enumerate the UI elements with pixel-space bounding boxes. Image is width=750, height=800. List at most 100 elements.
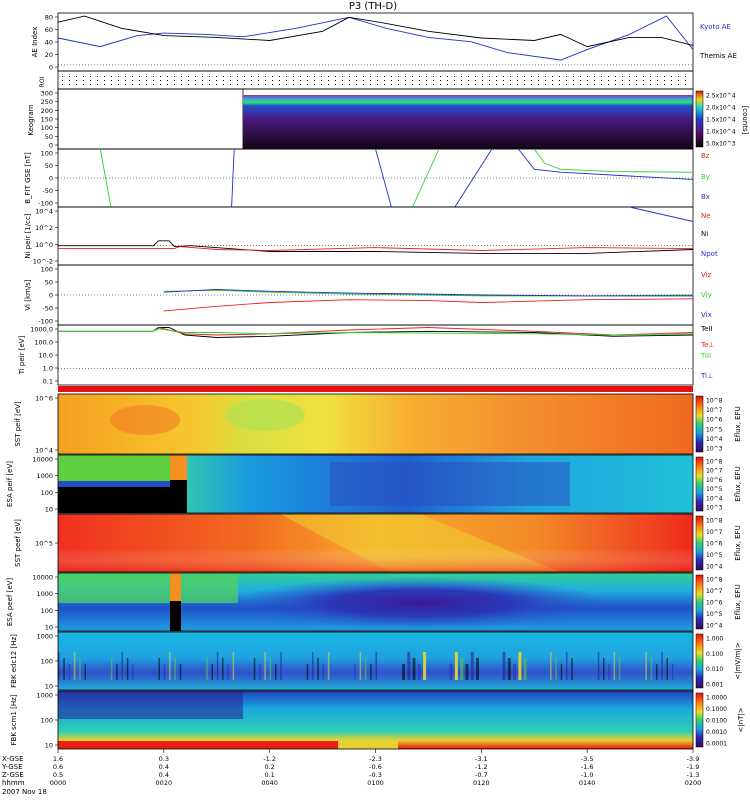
fbk-edc-colorbar-ticks: 1.000 0.100 0.010 0.001 — [706, 636, 723, 689]
fbk-edc-stripe — [227, 664, 229, 680]
esa-peef-colorbar — [695, 574, 704, 630]
vi-lines — [58, 288, 694, 312]
time-label: 0100 — [367, 779, 384, 787]
bfit-series-by-3 — [412, 148, 440, 208]
roi-dot — [209, 84, 210, 85]
roi-dot — [671, 84, 672, 85]
roi-dot — [573, 84, 574, 85]
fbk-edc-stripe — [158, 658, 160, 680]
roi-dot — [223, 80, 224, 81]
roi-dot — [447, 80, 448, 81]
bfit-tick-label: -50 — [42, 187, 53, 195]
roi-dot — [384, 80, 385, 81]
roi-dot — [566, 84, 567, 85]
roi-dot — [517, 76, 518, 77]
fbk-scm-colorbar-tick: 0.0010 — [706, 729, 727, 736]
sst-peif-colorbar-ticks: 10^8 10^7 10^6 10^5 10^4 10^3 — [706, 398, 723, 453]
roi-dot — [608, 80, 609, 81]
roi-dot — [622, 80, 623, 81]
roi-dot — [503, 80, 504, 81]
roi-dot — [328, 76, 329, 77]
roi-dot — [440, 84, 441, 85]
esa-peif-colorbar-ticks: 10^8 10^7 10^6 10^5 10^4 10^3 — [706, 459, 723, 512]
roi-dot — [300, 80, 301, 81]
roi-dot — [412, 80, 413, 81]
roi-dot — [685, 76, 686, 77]
roi-dot — [216, 76, 217, 77]
roi-dot — [454, 84, 455, 85]
fbk-edc-stripe — [79, 658, 81, 680]
fbk-edc-stripe — [169, 652, 171, 680]
roi-dot — [489, 80, 490, 81]
fbk-edc-stripe — [163, 664, 166, 680]
fbk-scm-colorbar-tick: 0.1000 — [706, 706, 727, 713]
roi-dot — [132, 76, 133, 77]
sst-peef-colorbar — [695, 515, 704, 571]
ni-yticks: 10^4 10^2 10^0 10^-2 — [33, 208, 58, 266]
fbk-edc-stripes — [58, 652, 674, 680]
roi-dot — [356, 80, 357, 81]
sst-peif-colorbar — [695, 395, 704, 453]
panel-ti: Ti peir [eV] 1000.0100.010.01.00.1 TeII … — [18, 324, 715, 386]
fbk-edc-stripe — [454, 652, 458, 680]
roi-dot — [636, 80, 637, 81]
roi-dot — [461, 84, 462, 85]
roi-dot — [118, 84, 119, 85]
keogram-tick-label: 250 — [41, 98, 53, 106]
sst-peif-colorbar-label: Eflux, EFU — [734, 406, 742, 441]
roi-dot — [356, 84, 357, 85]
roi-dot — [475, 80, 476, 81]
roi-dot — [517, 80, 518, 81]
ni-legend-ne: Ne — [701, 212, 711, 220]
esa-peef-colorbar-tick: 10^5 — [706, 611, 723, 618]
roi-dot — [286, 80, 287, 81]
roi-dot — [188, 80, 189, 81]
ti-series-te-1 — [158, 327, 694, 336]
ti-tick-label: 0.1 — [43, 378, 53, 386]
fbk-edc-tick-label: 10 — [45, 683, 53, 691]
bfit-legend-bz: Bz — [701, 152, 710, 160]
roi-dot — [636, 76, 637, 77]
esa-peif-tick-label: 10000 — [32, 456, 53, 464]
roi-ylabel: ROI — [39, 76, 46, 87]
time-label: 0000 — [50, 779, 67, 787]
roi-dot — [405, 76, 406, 77]
roi-dot — [538, 84, 539, 85]
roi-dot — [433, 84, 434, 85]
sst-peef-colorbar-tick: 10^5 — [706, 552, 723, 559]
bfit-series-bx-4 — [454, 148, 493, 208]
sst-peif-colorbar-tick: 10^3 — [706, 446, 723, 453]
fbk-edc-stripe — [354, 664, 356, 680]
roi-dot — [139, 76, 140, 77]
esa-peif-tick-label: 1000 — [36, 472, 53, 480]
fbk-scm-colorbar-label: <|nT|> — [737, 707, 745, 732]
roi-dot — [265, 76, 266, 77]
ae-series-kyotoae-0 — [57, 15, 694, 61]
roi-dot — [83, 84, 84, 85]
fbk-edc-stripe — [507, 658, 511, 680]
roi-dot — [678, 84, 679, 85]
esa-peif-tick-label: 100 — [41, 489, 53, 497]
roi-dot — [349, 76, 350, 77]
roi-dot — [587, 76, 588, 77]
vi-frame — [57, 264, 694, 326]
keogram-tick-label: 0 — [49, 142, 53, 150]
sst-peef-lower-shade — [58, 514, 693, 572]
roi-dot — [405, 84, 406, 85]
roi-dot — [251, 80, 252, 81]
roi-dot — [76, 76, 77, 77]
fbk-scm-colorbar-tick: 0.0001 — [706, 741, 727, 748]
fbk-edc-tick-label: 1000 — [36, 633, 53, 641]
roi-dot — [650, 80, 651, 81]
roi-dot — [398, 84, 399, 85]
bottom-time-axis: 1.60.60.500000.30.40.40020-1.20.20.10040… — [50, 749, 701, 787]
roi-dot — [342, 80, 343, 81]
roi-dot — [97, 80, 98, 81]
roi-dot — [167, 76, 168, 77]
roi-dot — [489, 76, 490, 77]
sst-peif-colorbar-tick: 10^5 — [706, 426, 723, 433]
roi-dot — [139, 80, 140, 81]
fbk-edc-colorbar-tick: 0.010 — [706, 666, 723, 673]
